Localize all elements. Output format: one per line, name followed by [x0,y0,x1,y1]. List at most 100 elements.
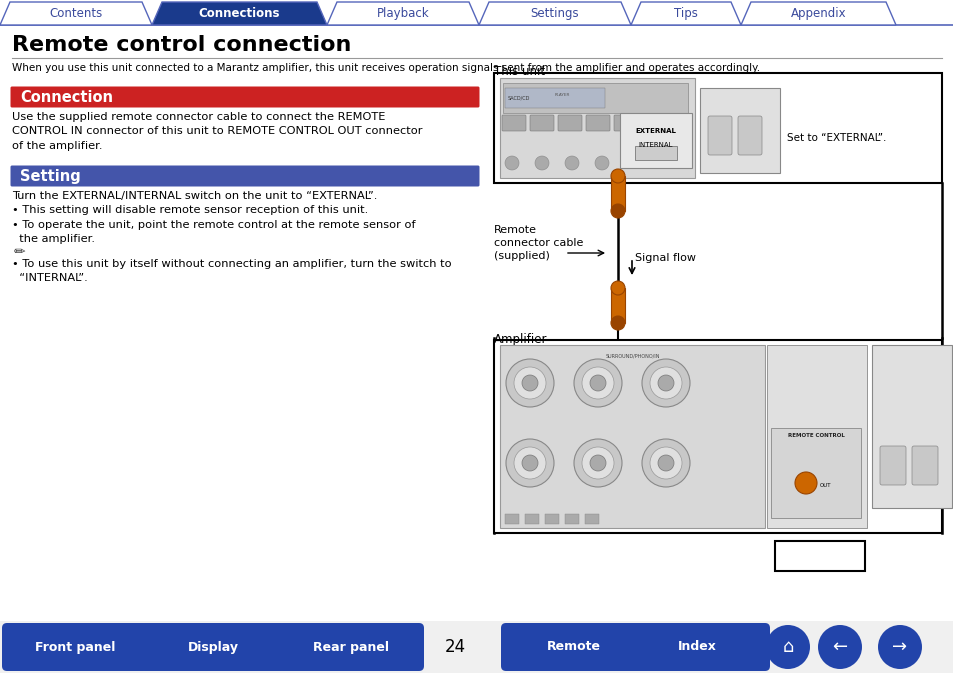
Text: Use the supplied remote connector cable to connect the REMOTE
CONTROL IN connect: Use the supplied remote connector cable … [12,112,422,151]
FancyBboxPatch shape [277,623,423,671]
FancyBboxPatch shape [10,87,479,108]
Circle shape [610,204,624,218]
Text: Contents: Contents [50,7,103,20]
Circle shape [535,156,548,170]
Circle shape [581,447,614,479]
Circle shape [817,625,862,669]
FancyBboxPatch shape [911,446,937,485]
Circle shape [505,359,554,407]
Polygon shape [478,2,630,25]
Text: Index: Index [677,641,716,653]
Polygon shape [327,2,478,25]
Circle shape [641,359,689,407]
Text: Signal flow: Signal flow [635,253,696,263]
FancyBboxPatch shape [564,514,578,524]
Text: Display: Display [188,641,238,653]
Polygon shape [0,2,152,25]
FancyBboxPatch shape [623,623,769,671]
FancyBboxPatch shape [140,623,286,671]
Circle shape [589,375,605,391]
Text: ⌂: ⌂ [781,638,793,656]
Text: REMOTE CONTROL: REMOTE CONTROL [787,433,843,438]
Text: Rear panel: Rear panel [313,641,389,653]
FancyBboxPatch shape [610,288,624,323]
Circle shape [574,439,621,487]
Circle shape [581,367,614,399]
FancyBboxPatch shape [584,514,598,524]
FancyBboxPatch shape [614,115,638,131]
Circle shape [658,455,673,471]
FancyBboxPatch shape [585,115,609,131]
Text: ✏: ✏ [14,245,26,259]
Circle shape [521,455,537,471]
Text: Remote
connector cable
(supplied): Remote connector cable (supplied) [494,225,583,261]
Text: SACD/CD: SACD/CD [507,96,530,100]
Circle shape [595,156,608,170]
FancyBboxPatch shape [0,621,953,673]
Circle shape [610,316,624,330]
FancyBboxPatch shape [502,83,687,113]
FancyBboxPatch shape [766,345,866,528]
Text: OUT: OUT [820,483,831,488]
FancyBboxPatch shape [2,623,148,671]
FancyBboxPatch shape [504,514,518,524]
Text: • To use this unit by itself without connecting an amplifier, turn the switch to: • To use this unit by itself without con… [12,259,451,283]
Text: Setting: Setting [20,168,81,184]
Text: Remote: Remote [546,641,600,653]
FancyBboxPatch shape [501,115,525,131]
FancyBboxPatch shape [558,115,581,131]
FancyBboxPatch shape [619,113,691,168]
FancyBboxPatch shape [10,166,479,186]
FancyBboxPatch shape [494,73,941,183]
Text: INTERNAL: INTERNAL [639,142,673,148]
FancyBboxPatch shape [879,446,905,485]
Text: Playback: Playback [376,7,429,20]
Text: Tips: Tips [674,7,698,20]
Circle shape [649,447,681,479]
Circle shape [641,439,689,487]
Circle shape [521,375,537,391]
Text: Connection: Connection [20,90,112,104]
Text: This unit: This unit [494,65,544,78]
Circle shape [649,367,681,399]
Circle shape [589,455,605,471]
Text: ←: ← [832,638,846,656]
Text: PLAYER: PLAYER [555,93,570,97]
Circle shape [877,625,921,669]
Text: Front panel: Front panel [34,641,115,653]
Circle shape [765,625,809,669]
FancyBboxPatch shape [610,176,624,211]
Text: Amplifier: Amplifier [494,333,547,346]
FancyBboxPatch shape [700,88,780,173]
Circle shape [794,472,816,494]
Polygon shape [740,2,895,25]
Circle shape [564,156,578,170]
Polygon shape [630,2,740,25]
FancyBboxPatch shape [494,340,941,533]
Circle shape [514,447,545,479]
FancyBboxPatch shape [871,345,951,508]
FancyBboxPatch shape [524,514,538,524]
Circle shape [574,359,621,407]
Text: Set to “EXTERNAL”.: Set to “EXTERNAL”. [786,133,885,143]
Text: 24: 24 [444,638,465,656]
Circle shape [658,375,673,391]
FancyBboxPatch shape [738,116,761,155]
FancyBboxPatch shape [707,116,731,155]
FancyBboxPatch shape [500,623,646,671]
Text: Remote control connection: Remote control connection [12,35,351,55]
Text: Turn the EXTERNAL/INTERNAL switch on the unit to “EXTERNAL”.
• This setting will: Turn the EXTERNAL/INTERNAL switch on the… [12,191,416,244]
Text: Connections: Connections [198,7,280,20]
FancyBboxPatch shape [770,428,861,518]
FancyBboxPatch shape [530,115,554,131]
Polygon shape [152,2,327,25]
Text: Settings: Settings [530,7,578,20]
Text: SURROUND/PHONO/IN: SURROUND/PHONO/IN [604,353,659,358]
FancyBboxPatch shape [499,345,764,528]
Text: →: → [891,638,906,656]
FancyBboxPatch shape [774,541,864,571]
Circle shape [504,156,518,170]
Text: Appendix: Appendix [790,7,845,20]
FancyBboxPatch shape [499,78,695,178]
Circle shape [505,439,554,487]
